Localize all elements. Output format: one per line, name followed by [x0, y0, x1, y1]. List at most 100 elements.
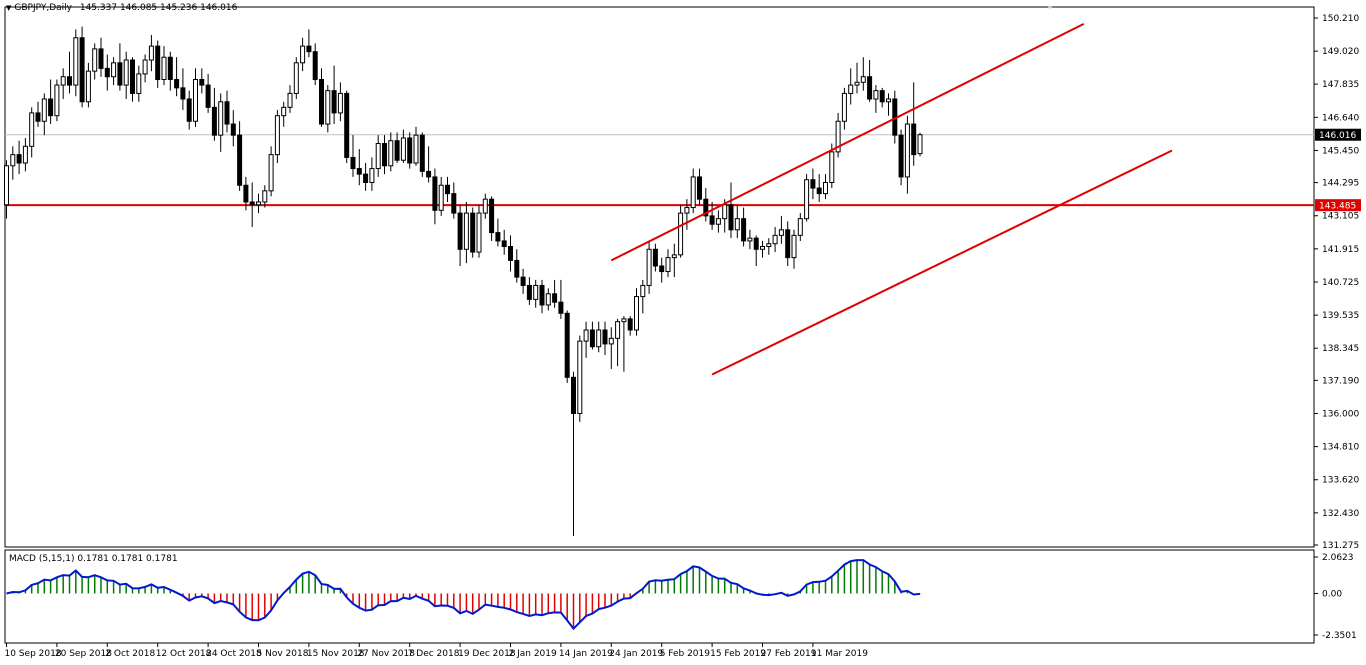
candle-body-bear	[816, 187, 822, 195]
candle-body-bear	[98, 48, 104, 69]
candle-body-bull	[400, 137, 406, 161]
candle	[211, 87, 217, 141]
candle-body-bear	[589, 329, 595, 348]
candle	[394, 132, 400, 164]
candle-body-bull	[85, 70, 91, 103]
candle-body-bear	[205, 84, 211, 108]
candle-body-bull	[860, 76, 866, 83]
candle	[98, 37, 104, 77]
candle-body-bear	[501, 240, 507, 248]
candle	[615, 318, 621, 367]
candle-body-bull	[438, 184, 444, 211]
candle-body-bull	[111, 62, 117, 78]
candle-body-bear	[602, 329, 608, 345]
candle	[224, 90, 230, 133]
candle	[785, 221, 791, 266]
candle-body-bear	[457, 212, 463, 250]
candle-body-bear	[394, 140, 400, 161]
last-price-label-box	[1315, 128, 1361, 141]
candle-body-bull	[193, 79, 198, 122]
candle	[79, 26, 85, 108]
price-tick-label: 138.345	[1322, 344, 1359, 354]
candle	[35, 101, 41, 127]
candle	[690, 168, 696, 214]
candle	[249, 182, 255, 228]
macd-header: MACD (5,15,1) 0.1781 0.1781 0.1781	[9, 554, 178, 564]
support-price-label: 143.485	[1315, 199, 1361, 212]
candle-body-bull	[268, 154, 274, 192]
candle-body-bull	[823, 181, 828, 195]
candle	[369, 157, 375, 191]
candle	[180, 68, 186, 111]
candle	[325, 85, 331, 133]
candle-body-bull	[766, 243, 772, 248]
date-tick-label: 7 Dec 2018	[408, 649, 460, 659]
price-tick-label: 143.105	[1322, 212, 1359, 222]
candle	[199, 68, 205, 94]
candle-body-bear	[48, 98, 54, 117]
triangle-down-icon[interactable]: ▼	[6, 4, 12, 12]
candle-body-bull	[476, 212, 482, 253]
candle	[709, 201, 715, 230]
candle	[268, 146, 274, 197]
candle-body-bear	[432, 176, 438, 211]
candle	[117, 43, 123, 91]
candle-body-bear	[363, 173, 369, 183]
candle	[41, 93, 47, 136]
candle	[111, 57, 117, 86]
candle	[67, 51, 72, 94]
candle-body-bull	[829, 151, 835, 183]
price-axis: 150.210 149.020 147.835 146.640 145.450 144.2…	[1314, 14, 1359, 551]
candle	[816, 174, 822, 202]
candle	[659, 257, 665, 283]
candle-body-bull	[136, 73, 142, 94]
macd-tick-label: 2.0623	[1322, 553, 1354, 563]
candle-body-bull	[577, 340, 583, 414]
candle-body-bear	[520, 276, 526, 286]
candle-body-bull	[596, 329, 602, 348]
candle-body-bear	[186, 98, 192, 122]
candle	[155, 40, 161, 88]
candle	[22, 137, 28, 172]
candle-body-bull	[886, 98, 891, 103]
last-price-label-text: 146.016	[1319, 131, 1356, 141]
candle-body-bull	[73, 37, 79, 86]
candle-body-bear	[703, 198, 709, 217]
ohlc-label: 145.337 146.085 145.236 146.016	[79, 3, 238, 13]
candle-body-bear	[167, 56, 173, 81]
candle-body-bull	[722, 204, 728, 220]
candle	[911, 82, 917, 166]
candle-body-bear	[571, 376, 576, 414]
candle	[142, 54, 148, 83]
candle-body-bull	[778, 229, 784, 236]
price-tick-label: 149.020	[1322, 47, 1359, 57]
candle-body-bear	[898, 134, 904, 178]
symbol-label: GBPJPY,Daily	[14, 3, 72, 13]
candle	[501, 229, 507, 255]
candle-body-bull	[287, 92, 293, 108]
candle-body-bear	[407, 137, 413, 164]
candle-body-bull	[388, 140, 394, 167]
price-tick-label: 134.810	[1322, 443, 1359, 453]
candle-body-bear	[539, 284, 545, 306]
candle-body-bear	[445, 184, 450, 195]
candle	[520, 268, 526, 294]
price-tick-label: 132.430	[1322, 509, 1359, 519]
candle	[451, 182, 457, 219]
candle-body-bear	[419, 134, 425, 172]
candle-body-bear	[451, 193, 457, 214]
candle	[665, 249, 671, 278]
date-tick-label: 15 Nov 2018	[307, 649, 365, 659]
candle-body-bear	[35, 112, 41, 122]
candle	[728, 182, 734, 239]
candle	[470, 207, 476, 258]
candle	[495, 218, 501, 247]
candle-body-bull	[690, 176, 696, 209]
candle	[697, 168, 702, 205]
candle	[256, 193, 261, 214]
candle-body-bear	[652, 248, 658, 267]
candle-body-bear	[67, 76, 72, 86]
candle-body-bull	[747, 237, 753, 242]
date-tick-label: 24 Oct 2018	[206, 649, 262, 659]
